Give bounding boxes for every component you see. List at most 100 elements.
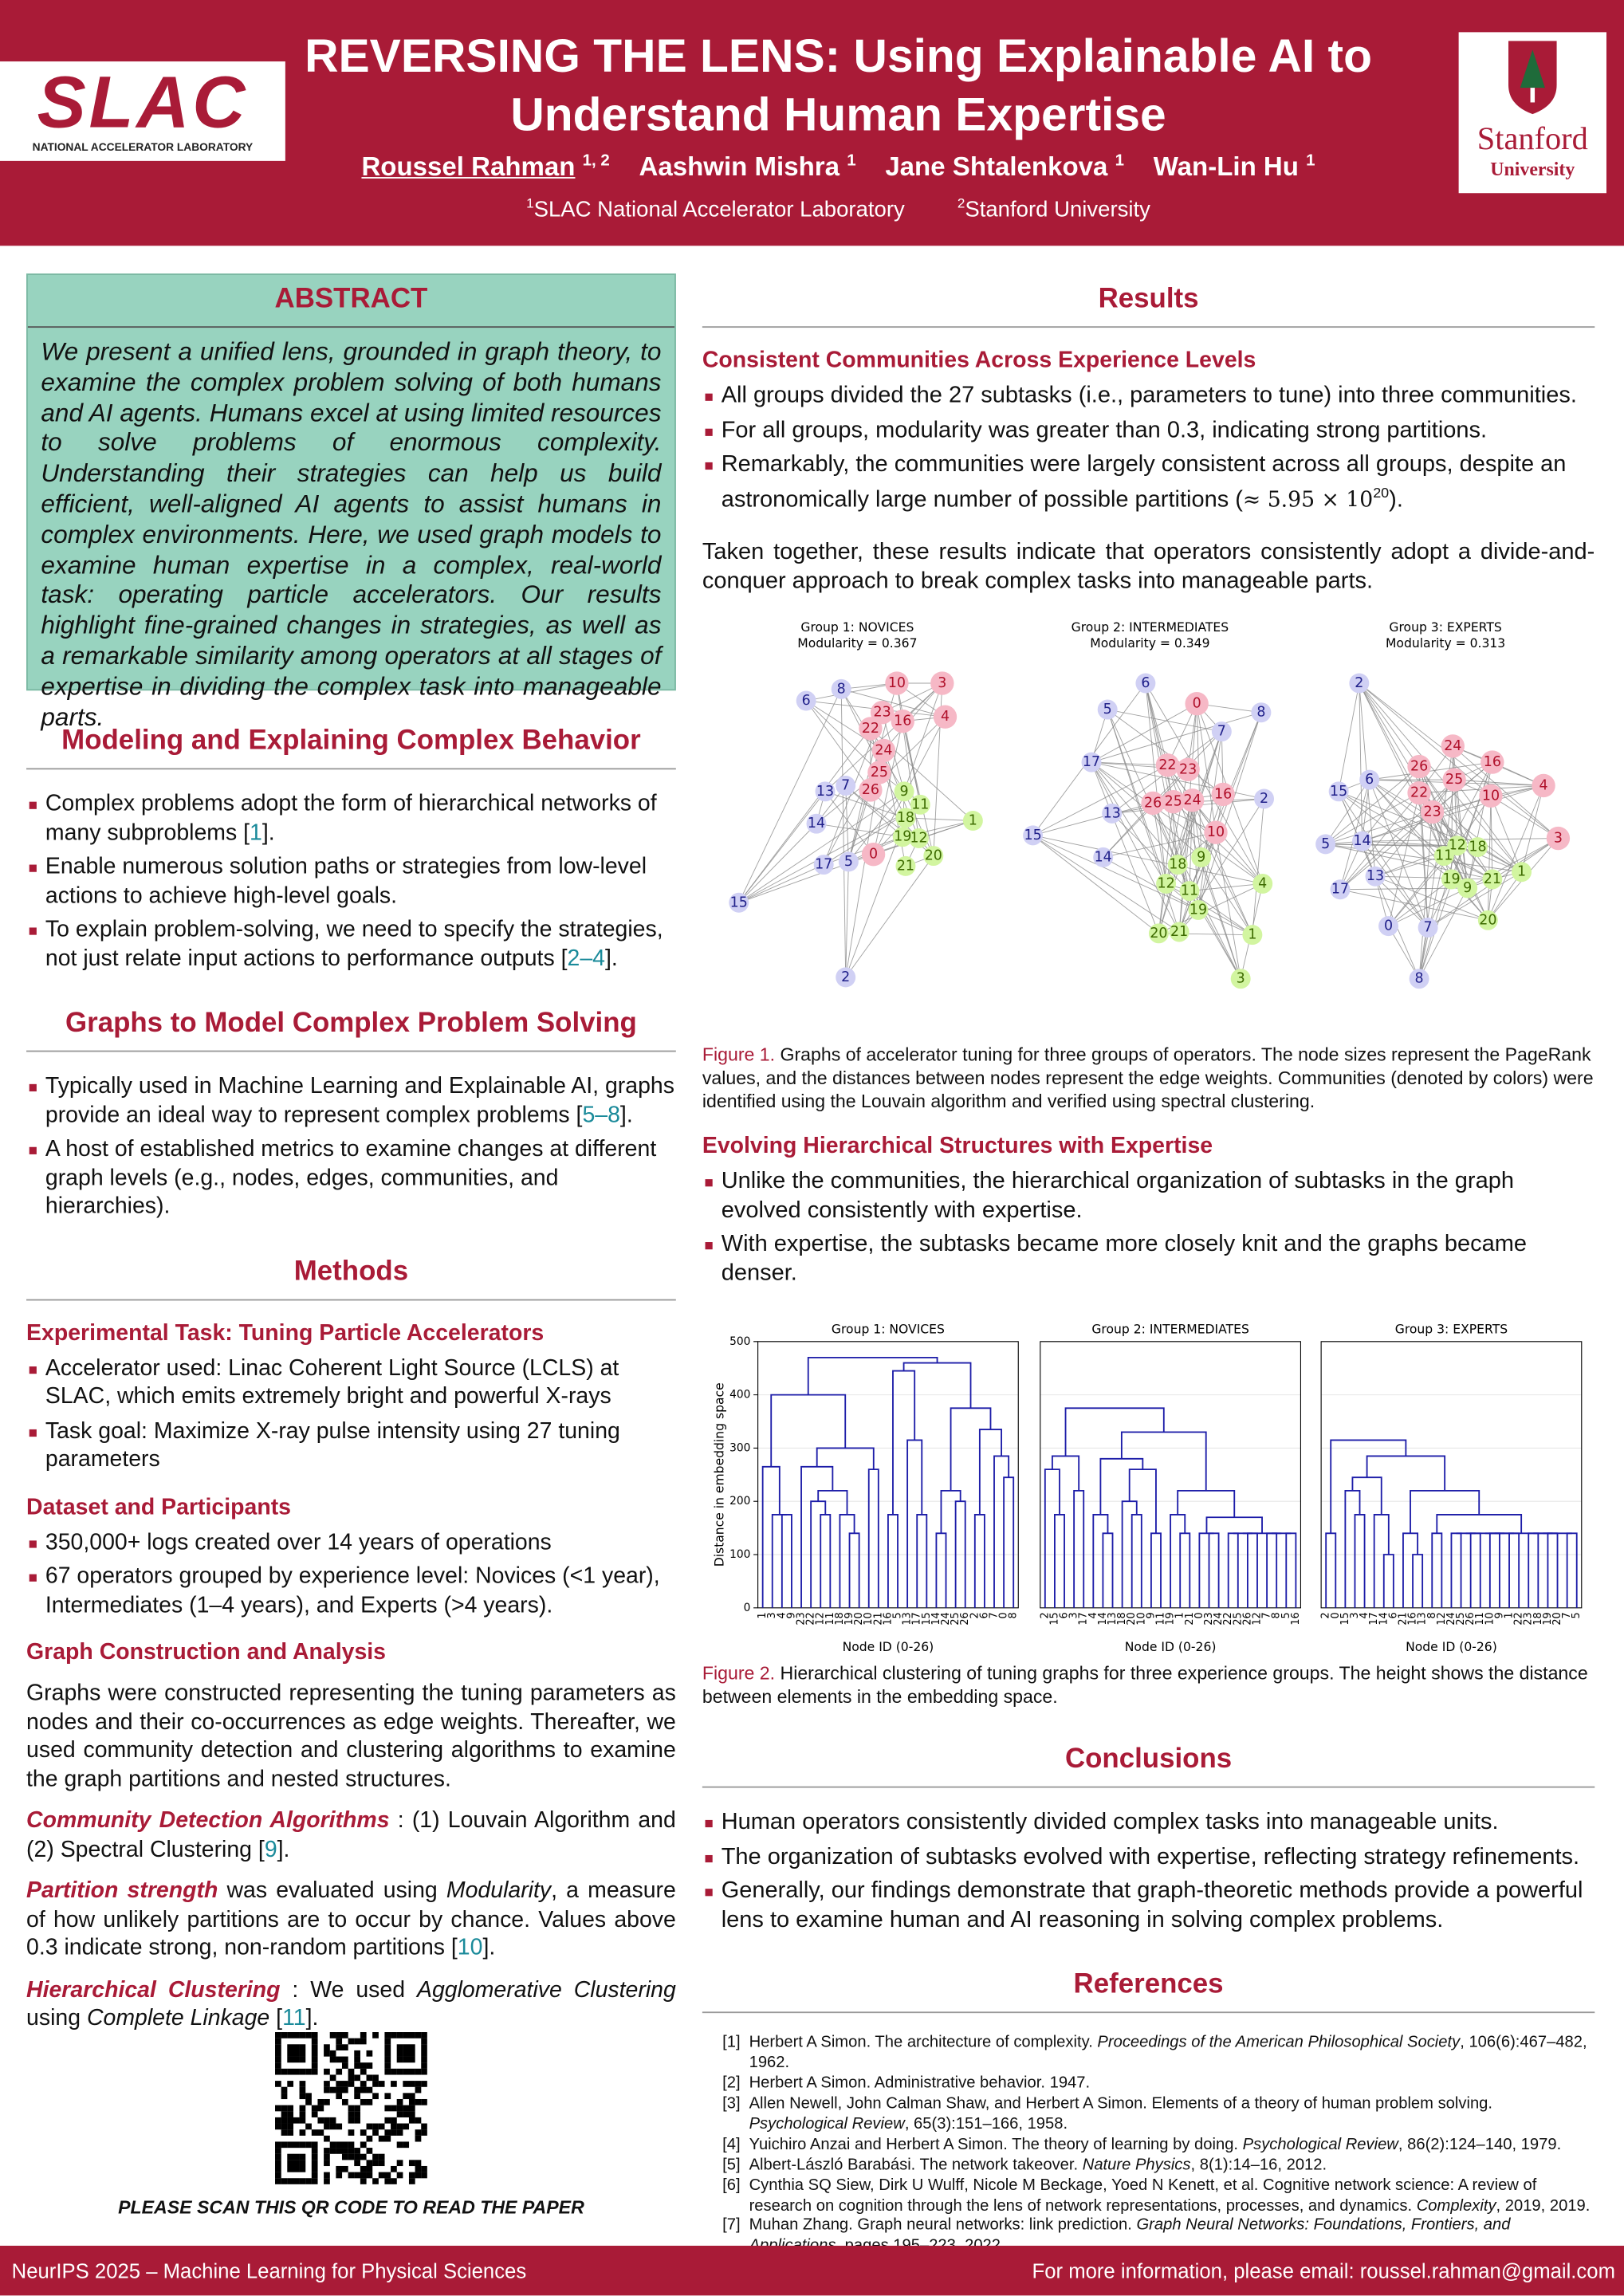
qr-module bbox=[415, 2135, 422, 2142]
qr-module bbox=[396, 2056, 403, 2063]
qr-module bbox=[378, 2135, 385, 2142]
author-name: Jane Shtalenkova bbox=[885, 151, 1108, 182]
dendrogram-link bbox=[817, 1490, 848, 1516]
dendrogram-link bbox=[1354, 1514, 1366, 1609]
bullet: Remarkably, the communities were largely… bbox=[702, 450, 1595, 515]
dendrogram-link bbox=[1120, 1431, 1207, 1492]
qr-module bbox=[305, 2178, 312, 2184]
leaf-label: 1 bbox=[1174, 1613, 1186, 1619]
qr-module bbox=[311, 2148, 318, 2154]
section-heading: Methods bbox=[26, 1256, 676, 1300]
node-label: 23 bbox=[1424, 804, 1441, 820]
edge bbox=[847, 790, 871, 863]
reference: [5] Albert-László Barabási. The network t… bbox=[702, 2156, 1595, 2176]
edge bbox=[905, 817, 973, 822]
paragraph: Taken together, these results indicate t… bbox=[702, 539, 1595, 596]
edge bbox=[1032, 803, 1154, 836]
dendrogram-link bbox=[820, 1514, 832, 1609]
qr-module bbox=[378, 2081, 385, 2087]
edge bbox=[1418, 766, 1493, 880]
node bbox=[1211, 721, 1232, 742]
edge bbox=[1359, 683, 1492, 797]
qr-module bbox=[354, 2153, 360, 2160]
qr-module bbox=[311, 2129, 318, 2136]
bullet: Enable numerous solution paths or strate… bbox=[26, 853, 676, 910]
edge bbox=[1453, 780, 1522, 873]
edge bbox=[1252, 799, 1265, 936]
x-axis-label: Node ID (0-26) bbox=[843, 1640, 934, 1654]
node bbox=[962, 811, 983, 832]
leaf-label: 24 bbox=[940, 1613, 952, 1626]
node bbox=[796, 691, 816, 711]
node-label: 2 bbox=[1355, 675, 1363, 691]
qr-module bbox=[299, 2111, 306, 2117]
edge bbox=[1362, 785, 1544, 843]
paragraph: Partition strength was evaluated using M… bbox=[26, 1877, 676, 1962]
qr-module bbox=[287, 2141, 293, 2149]
qr-module bbox=[421, 2165, 427, 2172]
qr-module bbox=[348, 2172, 355, 2179]
leaf-label: 14 bbox=[930, 1613, 942, 1626]
edge bbox=[1091, 762, 1178, 866]
qr-module bbox=[415, 2165, 422, 2172]
dendrogram-link bbox=[1528, 1532, 1539, 1609]
leaf-label: 23 bbox=[796, 1613, 808, 1626]
edge bbox=[1339, 889, 1488, 922]
edge bbox=[1215, 832, 1241, 980]
y-tick-label: 0 bbox=[744, 1602, 751, 1614]
edge bbox=[1196, 704, 1217, 833]
graph-title: Group 1: NOVICES bbox=[800, 620, 914, 635]
node bbox=[1254, 788, 1275, 809]
edge bbox=[1432, 812, 1488, 921]
qr-module bbox=[311, 2062, 318, 2069]
leaf-label: 20 bbox=[1551, 1613, 1563, 1626]
qr-module bbox=[275, 2178, 281, 2184]
node bbox=[1230, 969, 1251, 989]
dendrogram-link bbox=[1450, 1532, 1462, 1609]
text-run: Generally, our findings demonstrate that… bbox=[721, 1878, 1583, 1932]
edge bbox=[1359, 683, 1445, 857]
edge bbox=[1091, 762, 1263, 885]
qr-module bbox=[348, 2141, 355, 2149]
section-heading: Conclusions bbox=[702, 1744, 1595, 1789]
subheading: Dataset and Participants bbox=[26, 1494, 292, 1520]
qr-module bbox=[293, 2044, 300, 2050]
node bbox=[859, 778, 883, 803]
text-run: Enable numerous solution paths or strate… bbox=[45, 854, 647, 908]
text-run: Unlike the communities, the hierarchical… bbox=[721, 1169, 1514, 1223]
affiliation-list: 1SLAC National Accelerator Laboratory 2St… bbox=[293, 196, 1384, 222]
qr-module bbox=[281, 2086, 288, 2094]
qr-module bbox=[281, 2111, 288, 2117]
qr-module bbox=[287, 2165, 293, 2172]
qr-module bbox=[384, 2068, 391, 2075]
dendrogram-link bbox=[867, 1468, 879, 1609]
node bbox=[891, 710, 914, 733]
node-label: 22 bbox=[1158, 757, 1176, 773]
qr-module bbox=[275, 2141, 281, 2149]
node bbox=[1242, 925, 1263, 946]
affiliation-number: 2 bbox=[957, 195, 965, 211]
edge bbox=[903, 792, 934, 857]
qr-module bbox=[348, 2111, 355, 2117]
node-label: 24 bbox=[875, 743, 892, 759]
qr-module bbox=[324, 2117, 330, 2124]
node-label: 25 bbox=[1445, 773, 1463, 788]
qr-module bbox=[275, 2044, 281, 2050]
node bbox=[1093, 847, 1114, 868]
edge bbox=[738, 689, 842, 903]
panel-title: Group 2: INTERMEDIATES bbox=[1091, 1323, 1249, 1337]
dendrogram-link bbox=[906, 1439, 923, 1609]
edge bbox=[1325, 843, 1492, 880]
bullet-list: Complex problems adopt the form of hiera… bbox=[26, 790, 676, 973]
qr-module bbox=[354, 2074, 360, 2082]
node bbox=[1407, 781, 1431, 805]
qr-module bbox=[299, 2086, 306, 2094]
text-em: Nature Physics bbox=[1082, 2156, 1191, 2174]
qr-caption: PLEASE SCAN THIS QR CODE TO READ THE PAP… bbox=[118, 2197, 584, 2219]
edge bbox=[1145, 683, 1168, 766]
qr-code[interactable] bbox=[275, 2032, 427, 2184]
text-run: Remarkably, the communities were largely… bbox=[721, 452, 1567, 512]
section-heading: References bbox=[702, 1970, 1595, 2014]
qr-module bbox=[281, 2032, 288, 2038]
qr-module bbox=[396, 2068, 403, 2075]
